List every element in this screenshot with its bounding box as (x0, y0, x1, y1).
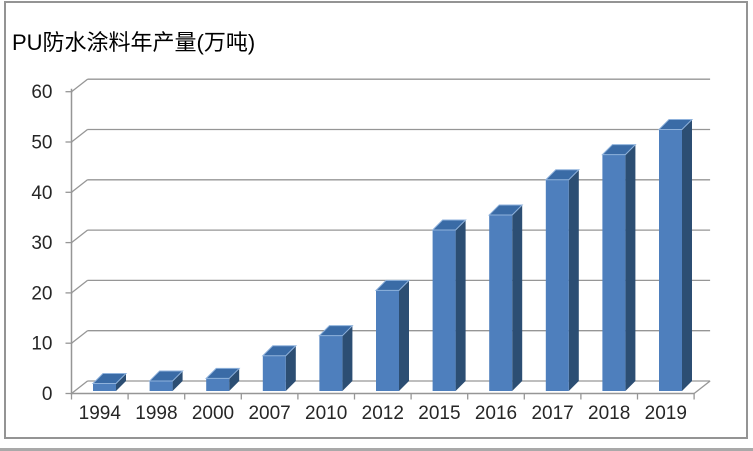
bar (659, 129, 682, 391)
bar-side-face (172, 370, 183, 391)
y-tick-label: 30 (31, 233, 52, 254)
bar (319, 335, 343, 391)
bar-top-face (544, 169, 581, 181)
gridline-elbow (71, 380, 88, 395)
floor-right-edge (693, 380, 711, 395)
bar-side-face (512, 204, 523, 391)
bar-side-face (568, 169, 579, 391)
x-tick-label: 2015 (418, 403, 460, 424)
y-tick-label: 20 (31, 283, 52, 304)
x-tick-label: 1998 (135, 403, 177, 424)
bar (149, 380, 173, 391)
bar-side-face (625, 144, 636, 391)
bar-top-face (261, 345, 298, 357)
bar (206, 378, 230, 391)
x-tick-label: 2019 (645, 403, 687, 424)
y-tick-label: 0 (42, 384, 53, 405)
bar-side-face (399, 280, 409, 391)
y-tick-label: 60 (31, 82, 52, 103)
bar-side-face (455, 220, 466, 391)
gridline-elbow (71, 179, 88, 193)
bar (93, 383, 116, 391)
bar (545, 179, 569, 391)
bar-side-face (342, 325, 353, 391)
gridline-elbow (71, 330, 88, 344)
y-tick-label: 50 (31, 133, 52, 154)
bar-top-face (657, 118, 694, 130)
x-tick-label: 2018 (588, 403, 630, 424)
bar-side-face (682, 119, 692, 391)
bar-top-face (148, 370, 184, 382)
bar-top-face (204, 367, 241, 379)
x-tick-label: 2007 (248, 403, 290, 424)
bar-top-face (318, 325, 354, 337)
bar (262, 355, 286, 391)
bar-side-face (285, 345, 296, 391)
gridline-elbow (71, 279, 88, 294)
bar (489, 214, 513, 391)
gridline-elbow (71, 229, 88, 244)
bar-top-face (487, 204, 524, 216)
x-tick-label: 2000 (192, 403, 234, 424)
y-tick-label: 40 (31, 183, 52, 204)
bar-side-face (116, 373, 126, 391)
bar (602, 154, 626, 391)
bar-top-face (374, 279, 411, 291)
y-tick-label: 10 (31, 334, 52, 355)
bar-side-face (229, 368, 240, 391)
x-tick-label: 2010 (305, 403, 347, 424)
gridline-elbow (71, 128, 88, 143)
gridline-elbow (71, 78, 88, 93)
x-tick-label: 2016 (475, 403, 517, 424)
chart-frame (4, 1, 748, 439)
bar-top-face (431, 219, 467, 231)
bar (376, 290, 399, 391)
x-tick-label: 1994 (79, 403, 122, 424)
bar-top-face (601, 144, 637, 156)
bar-top-face (91, 372, 128, 384)
chart-title: PU防水涂料年产量(万吨) (12, 30, 256, 55)
bar (432, 230, 456, 391)
x-tick-label: 2017 (531, 403, 573, 424)
page-bottom-edge (0, 448, 753, 451)
x-tick-label: 2012 (362, 403, 404, 424)
